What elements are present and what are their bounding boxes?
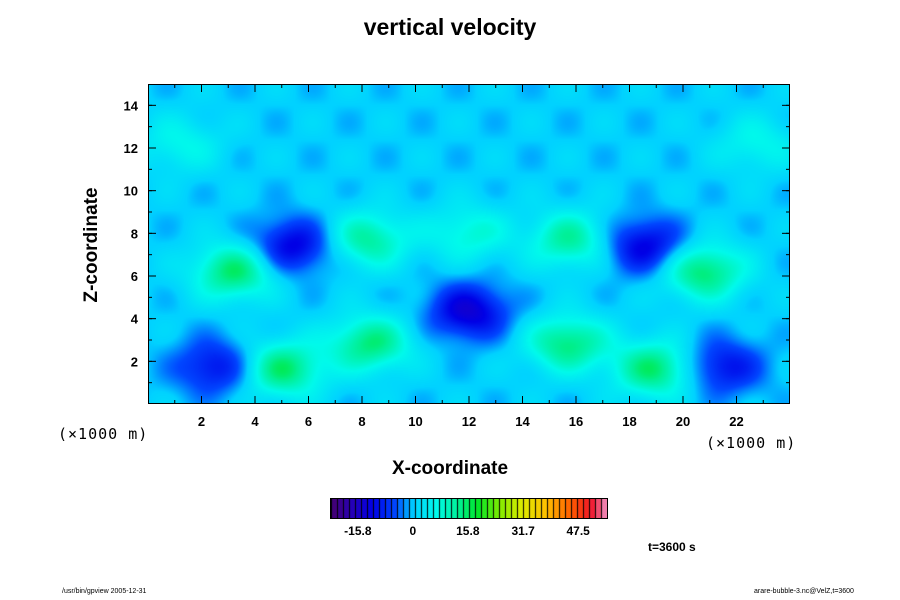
x-unit-label: (×1000 m): [706, 434, 797, 452]
x-tick-label: 18: [622, 414, 636, 429]
x-tick-label: 4: [251, 414, 259, 429]
velocity-field: [149, 85, 789, 403]
y-tick-label: 2: [131, 354, 138, 369]
x-tick-label: 22: [729, 414, 743, 429]
x-tick-label: 8: [358, 414, 365, 429]
plot-area: [148, 84, 790, 404]
y-tick-label: 12: [124, 141, 138, 156]
x-tick-label: 10: [408, 414, 422, 429]
x-tick-label: 14: [515, 414, 530, 429]
colorbar: [330, 498, 608, 519]
time-label: t=3600 s: [648, 540, 696, 554]
y-tick-label: 8: [131, 226, 138, 241]
colorbar-tick-label: 47.5: [566, 524, 590, 538]
colorbar-tick-label: -15.8: [344, 524, 372, 538]
footer-source: arare-bubble-3.nc@VelZ,t=3600: [754, 588, 854, 595]
y-tick-label: 10: [124, 184, 138, 199]
footer-command: /usr/bin/gpview 2005-12-31: [62, 588, 147, 595]
x-tick-label: 20: [676, 414, 690, 429]
x-tick-label: 12: [462, 414, 476, 429]
x-tick-label: 2: [198, 414, 205, 429]
y-tick-label: 6: [131, 269, 138, 284]
colorbar-tick-label: 0: [409, 524, 417, 538]
x-tick-label: 6: [305, 414, 312, 429]
x-axis-label: X-coordinate: [391, 458, 509, 479]
y-unit-label: (×1000 m): [58, 425, 149, 443]
colorbar-tick-label: 15.8: [456, 524, 480, 538]
colorbar-tick-label: 31.7: [511, 524, 535, 538]
x-tick-label: 16: [569, 414, 583, 429]
y-tick-label: 14: [124, 98, 139, 113]
y-tick-label: 4: [131, 312, 139, 327]
chart-title: vertical velocity: [363, 14, 537, 40]
